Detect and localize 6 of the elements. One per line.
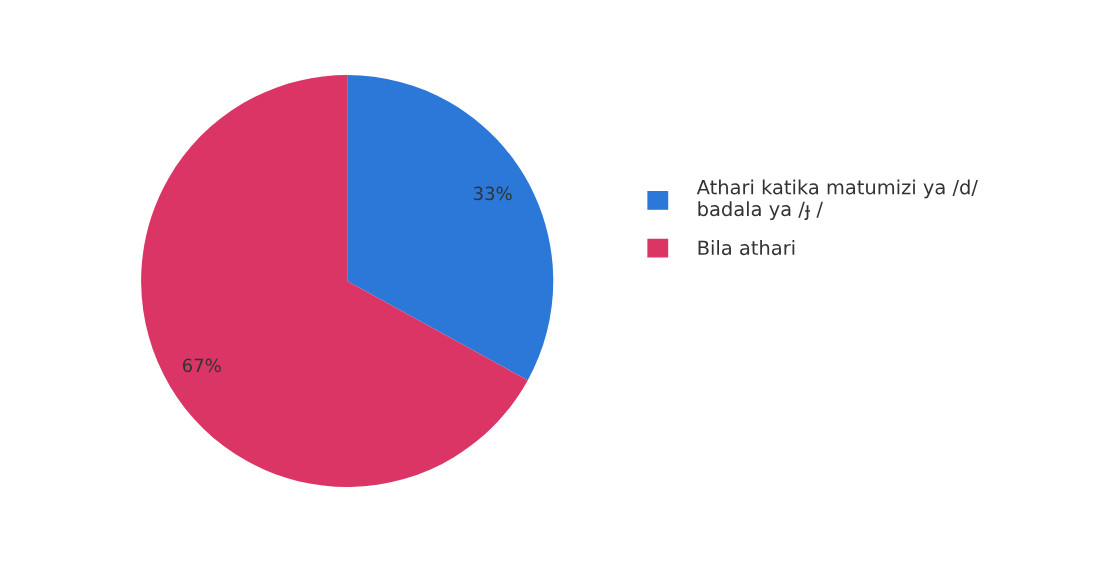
pie-slice (141, 74, 528, 488)
data-label: 67% (182, 358, 221, 373)
pie-slice (347, 74, 554, 381)
legend-label: Bila athari (698, 240, 795, 256)
legend-label: Athari katika matumizi ya /d/ badala ya /ɟ / (696, 179, 978, 221)
data-label: 33% (473, 186, 512, 201)
